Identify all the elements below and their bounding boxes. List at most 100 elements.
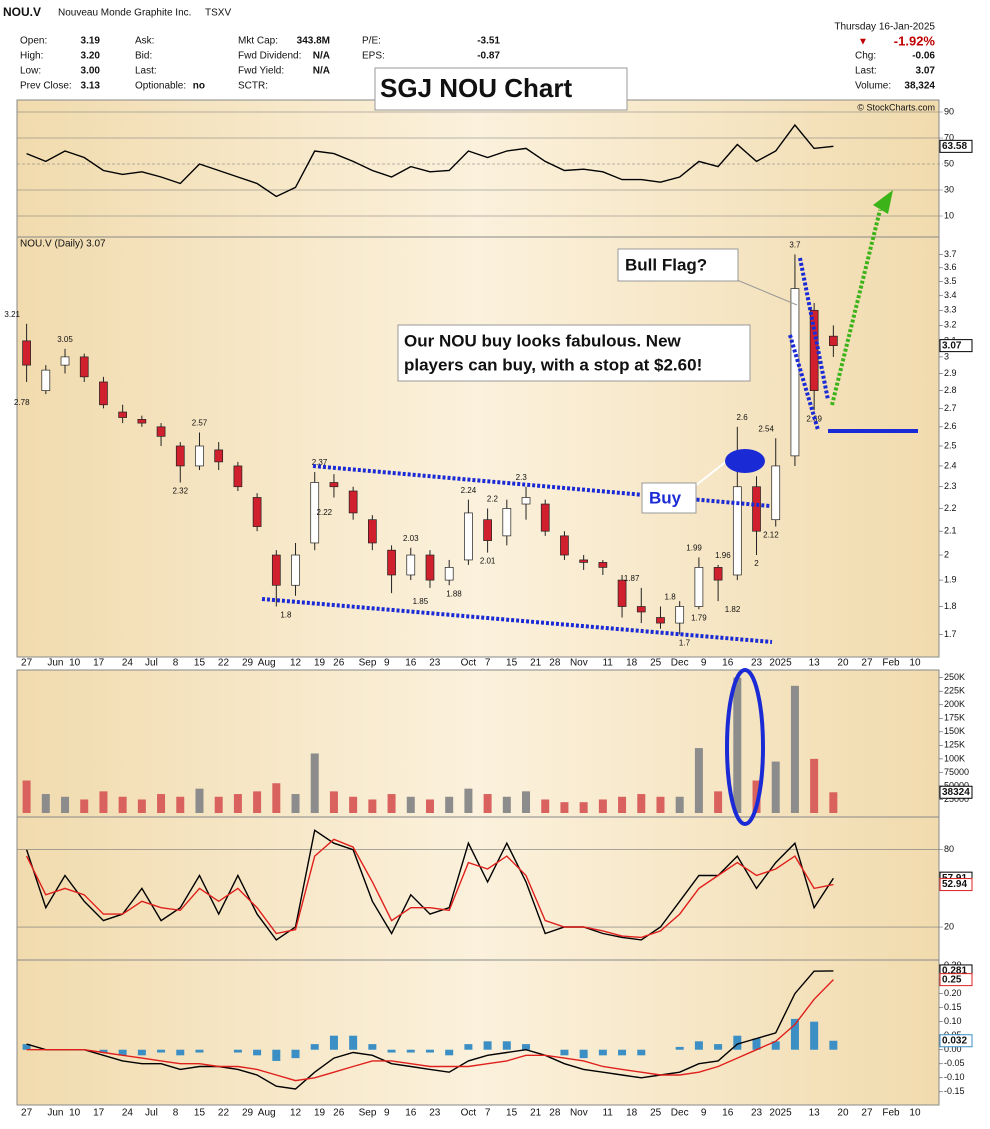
candle-body [790,288,800,457]
last-value: 38324 [942,787,970,798]
y-tick-label: 50000 [944,780,969,790]
histogram-bar [694,1041,703,1050]
x-tick-label: 17 [93,658,105,669]
candle-body [829,335,838,346]
price-label: 1.8 [280,611,292,620]
field-value: -0.06 [912,51,935,62]
x-tick-label: 18 [626,1108,638,1119]
price-label: 1.85 [413,597,429,606]
candle-body [329,482,339,488]
volume-bar [349,796,358,813]
candle-body [752,486,761,532]
x-tick-label: 10 [909,658,921,669]
indicator-line [26,123,834,198]
y-tick-label: 225K [944,686,965,696]
last-value-box [939,973,973,987]
histogram-bar [349,1035,358,1050]
note-box [617,248,739,282]
field-label: Low: [20,66,41,77]
price-label: 2.22 [317,508,333,517]
volume-bar [771,761,780,813]
candle-body [387,549,396,576]
source: © StockCharts.com [857,102,935,112]
comment-line: players can buy, with a stop at $2.60! [404,355,702,374]
x-tick-label: 11 [602,658,613,669]
field-value: N/A [313,51,330,62]
price-label: 2.32 [172,487,188,496]
field-value: N/A [313,66,330,77]
x-tick-label: 2025 [769,658,792,669]
candle-body [22,340,31,366]
x-tick-label: Feb [882,1108,900,1119]
x-tick-label: Jul [145,658,158,669]
annotations: SGJ NOU Chart Bull Flag? Our NOU buy loo… [261,67,918,826]
y-tick-label: 2.5 [944,440,957,450]
price-label: 2.2 [487,495,499,504]
field-value: no [193,81,205,92]
last-value-box [939,339,973,353]
x-tick-label: Jul [145,1108,158,1119]
indicator-line [25,838,834,939]
volume-bar [502,796,511,813]
y-tick-label: 80 [944,844,954,854]
volume-bar [80,799,89,813]
histogram-bar [99,1049,108,1053]
x-tick-label: 9 [701,658,707,669]
price-label: 2.6 [737,413,749,422]
x-tick-label: 11 [602,1108,613,1119]
x-tick-label: 24 [122,658,134,669]
y-tick-label: 3.5 [944,276,957,286]
candle-body [41,369,51,391]
histogram-bar [733,1035,742,1050]
y-tick-label: 50 [944,158,954,168]
last-value: 0.25 [942,974,962,985]
stoch-panel [16,816,940,961]
histogram-bar [253,1049,262,1056]
volume-bar [445,796,454,813]
price-panel [16,236,940,658]
x-tick-label: 7 [485,658,491,669]
y-tick-label: 2.9 [944,368,957,378]
x-tick-label: 26 [333,1108,345,1119]
volume-bar [790,685,799,813]
x-tick-label: 9 [384,1108,390,1119]
field-label: Volume: [855,81,891,92]
y-tick-label: -0.10 [944,1072,965,1082]
x-tick-label: 12 [290,658,302,669]
candle-body [771,465,781,521]
volume-bar [560,802,569,813]
histogram-bar [618,1049,627,1056]
callout [736,279,798,306]
x-tick-label: Jun [47,1108,63,1119]
x-tick-label: 29 [242,658,254,669]
change-pct: -1.92% [894,33,936,48]
volume-bar [829,792,838,813]
candle-body [656,617,665,624]
x-tick-label: 23 [429,658,441,669]
x-tick-label: 13 [809,658,821,669]
price-label: 3.7 [789,241,801,250]
histogram-bar [445,1049,454,1056]
histogram-bar [752,1038,761,1050]
field-label: Open: [20,36,47,47]
histogram-bar [368,1044,377,1050]
symbol: NOU.V [3,5,41,19]
x-tick-label: Aug [258,658,276,669]
volume-bar [406,796,415,813]
candle-body [291,554,300,586]
y-tick-label: 70 [944,132,954,142]
x-tick-label: 28 [549,1108,561,1119]
candle-body [483,519,492,541]
histogram-bar [790,1018,799,1050]
volume-bar [310,753,319,813]
flag-line [788,334,820,431]
x-tick-label: 16 [722,658,734,669]
x-tick-label: 18 [626,658,638,669]
volume-bar [694,748,703,813]
y-tick-label: 3.2 [944,320,957,330]
histogram-bar [771,1041,780,1050]
y-tick-label: 3.4 [944,290,957,300]
y-tick-label: 1.8 [944,601,957,611]
candle-body [444,567,454,581]
candle-body [79,356,89,378]
